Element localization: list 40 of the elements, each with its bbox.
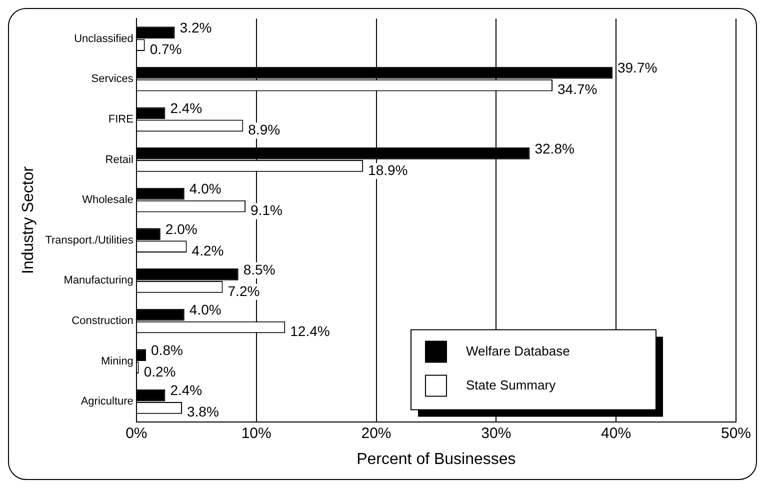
data-label: 3.2% xyxy=(180,19,212,36)
data-label: 2.4% xyxy=(170,100,202,116)
y-tick-label: Manufacturing xyxy=(64,274,134,287)
y-tick-label: Transport./Utilities xyxy=(45,234,134,246)
data-label: 0.2% xyxy=(144,363,176,380)
x-tick-label: 40% xyxy=(601,424,632,442)
data-label: 12.4% xyxy=(290,323,330,340)
x-tick-label: 50% xyxy=(720,424,752,442)
data-label: 2.0% xyxy=(165,220,198,237)
y-tick-label: Retail xyxy=(105,154,134,166)
x-tick-label: 0% xyxy=(126,424,148,442)
data-label: 34.7% xyxy=(558,81,598,98)
y-tick-label: Services xyxy=(91,73,134,86)
data-label: 18.9% xyxy=(368,162,408,178)
data-label: 2.4% xyxy=(170,382,202,398)
data-label: 8.9% xyxy=(248,122,280,138)
y-tick-label: FIRE xyxy=(108,113,134,126)
data-label: 4.0% xyxy=(189,180,222,197)
y-tick-label: Agriculture xyxy=(80,396,134,408)
data-label: 4.0% xyxy=(189,302,222,318)
data-label: 9.1% xyxy=(250,202,282,218)
x-tick-label: 10% xyxy=(241,424,272,442)
data-label: 3.8% xyxy=(186,404,219,420)
data-label: 8.5% xyxy=(243,261,276,278)
data-label: 7.2% xyxy=(228,282,260,299)
legend-label: State Summary xyxy=(466,377,556,392)
x-tick-label: 20% xyxy=(361,424,392,442)
y-tick-label: Construction xyxy=(72,315,134,328)
y-tick-label: Mining xyxy=(101,355,134,368)
data-label: 4.2% xyxy=(192,242,224,258)
y-axis-title: Industry Sector xyxy=(20,166,38,274)
data-label: 32.8% xyxy=(534,140,574,156)
data-label: 0.7% xyxy=(150,40,182,57)
data-label: 39.7% xyxy=(617,60,658,76)
y-tick-label: Wholesale xyxy=(82,194,134,206)
legend-label: Welfare Database xyxy=(466,343,570,358)
x-axis-title: Percent of Businesses xyxy=(356,450,516,468)
x-tick-label: 30% xyxy=(481,424,512,442)
data-label: 0.8% xyxy=(151,342,183,358)
y-tick-label: Unclassified xyxy=(74,32,134,45)
